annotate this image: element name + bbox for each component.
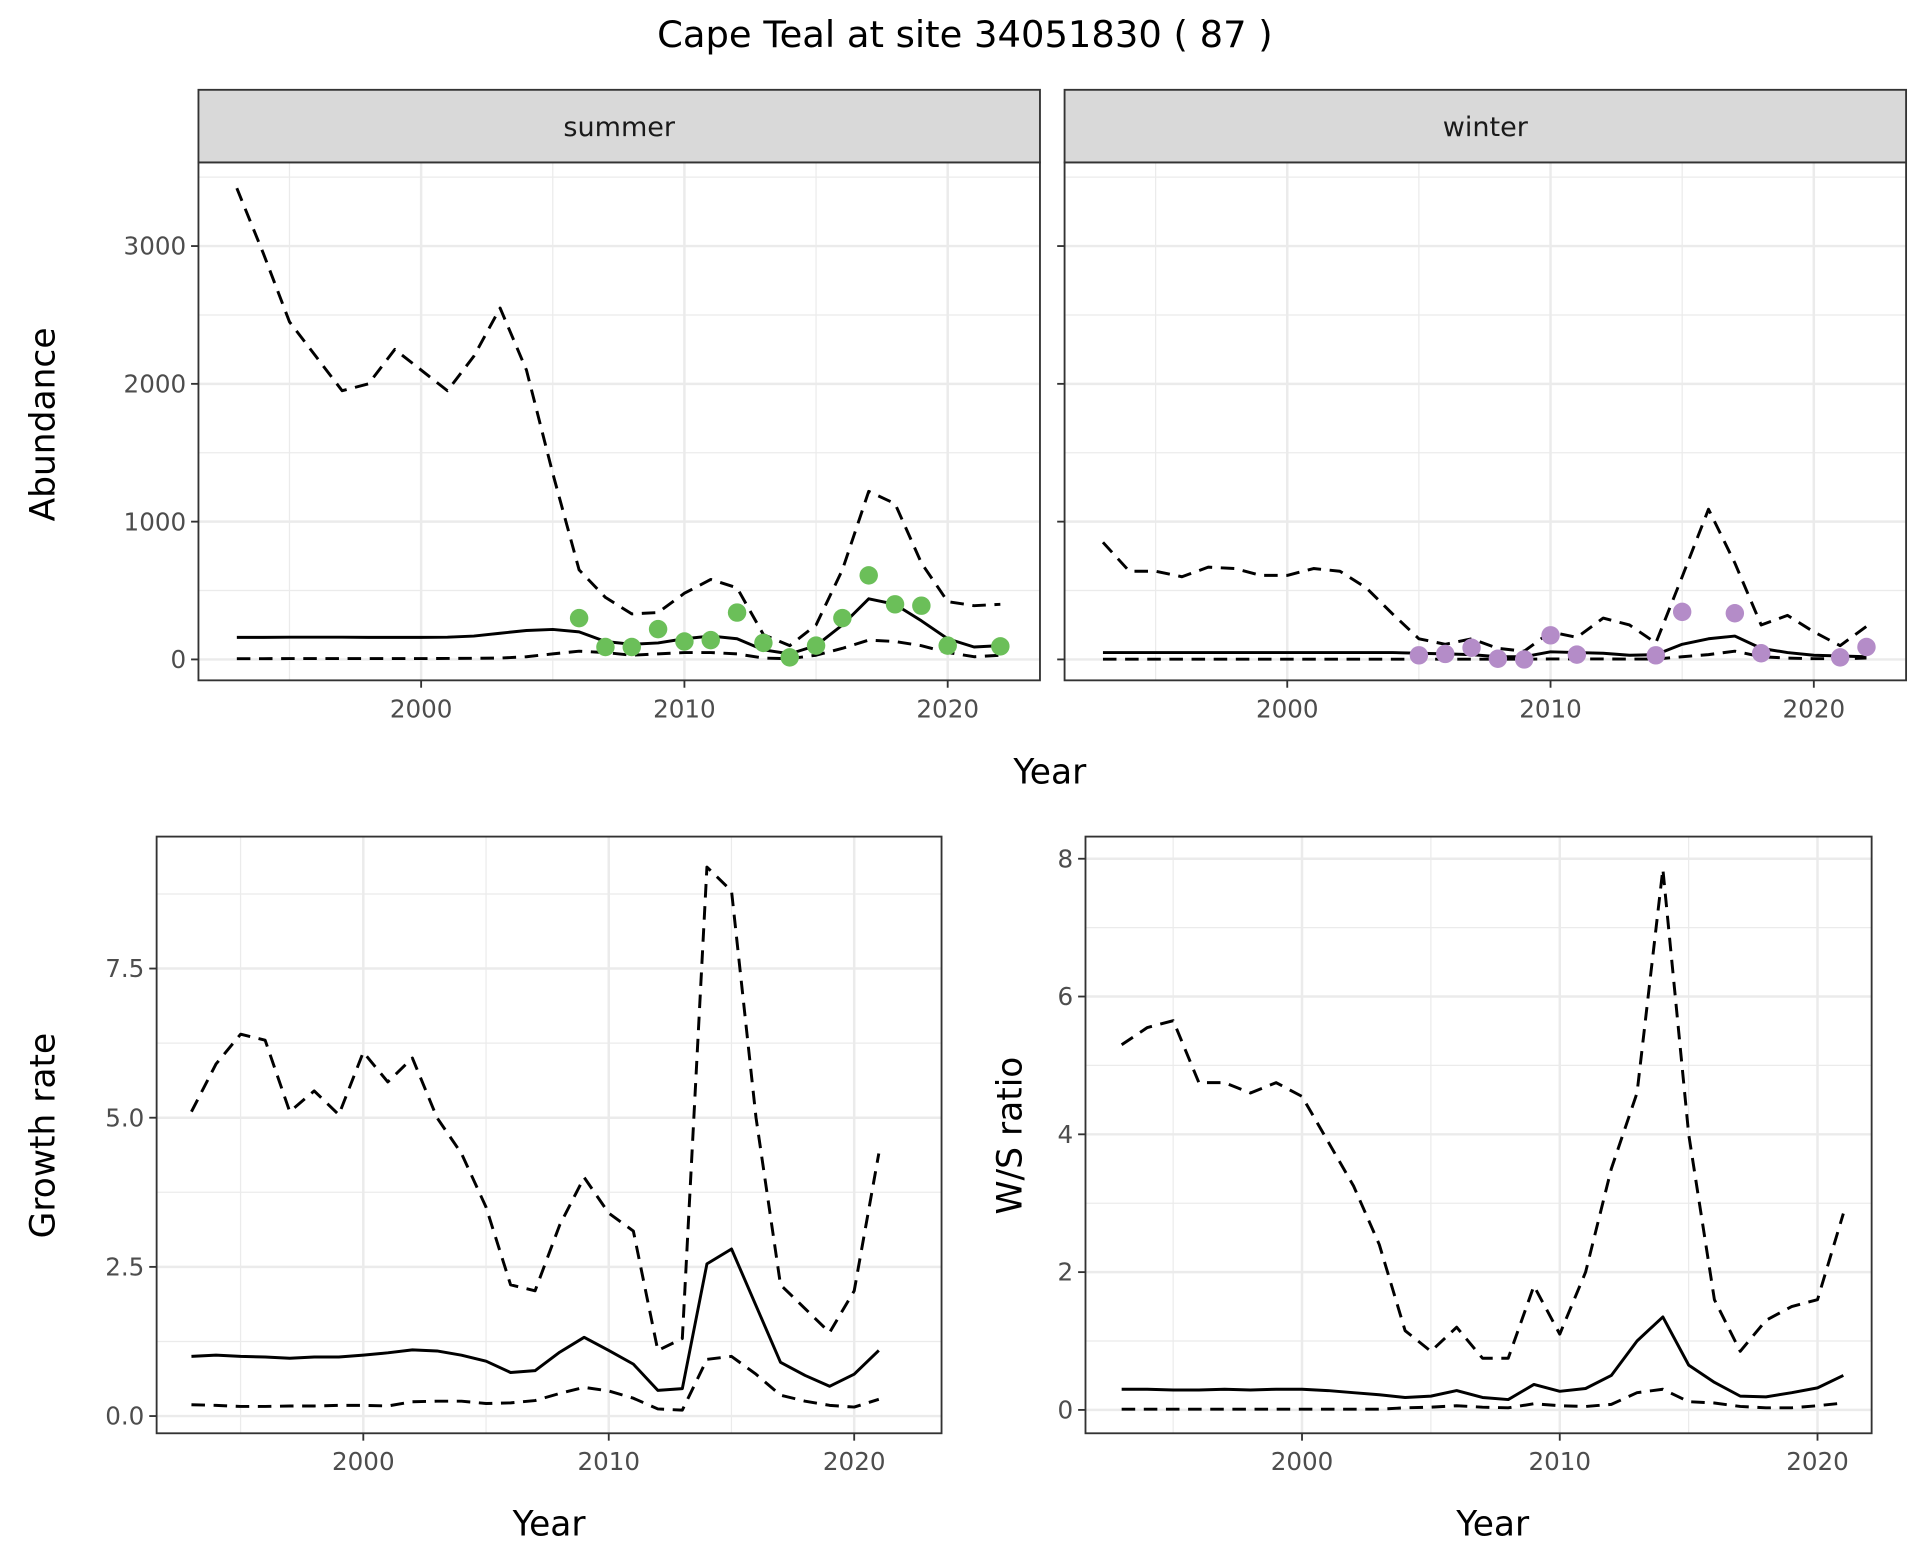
data-point [1409,646,1429,665]
y-tick-label: 3000 [124,232,187,261]
facet-strip [1063,88,1908,164]
summer-panel: summer 2000 2010 2020 0 1000 2000 3000 [124,88,1041,723]
data-point [859,566,878,585]
series-line-estimate [1121,1315,1844,1402]
x-tick-label: 2020 [916,694,979,723]
data-point [885,595,905,614]
series-line-estimate [191,1247,880,1392]
x-tick-label: 2000 [390,694,453,723]
growth-panel: 2000 2010 2020 0.0 2.5 5.0 7.5 [105,835,943,1476]
data-point [1541,626,1560,645]
y-tick-label: 0 [1058,1396,1074,1425]
data-point [1725,604,1745,623]
facet-strip-label: winter [1443,112,1529,143]
data-point [1751,644,1771,663]
series-line-upper [1120,867,1845,1360]
y-tick-label: 5.0 [105,1103,144,1132]
data-point [991,637,1010,656]
plot-background [198,162,1040,681]
data-point [1488,649,1508,668]
data-point [754,633,773,653]
series-line-upper [190,865,881,1352]
y-tick-label: 2.5 [105,1252,144,1281]
series-line-upper [235,187,1001,648]
ratio-x-axis-label: Year [1455,1504,1530,1544]
data-point [622,637,641,657]
y-tick-label: 1000 [124,507,187,536]
x-tick-label: 2000 [1256,694,1319,723]
data-point [727,603,747,622]
data-point [833,608,852,628]
data-point [1672,602,1692,622]
x-tick-label: 2000 [332,1447,395,1476]
data-point [1567,645,1587,664]
panel-border [155,835,943,1435]
x-tick-label: 2020 [1783,694,1846,723]
data-point [648,619,668,639]
data-point [1462,638,1481,657]
data-point [1646,646,1666,665]
data-point [938,636,957,655]
x-tick-label: 2010 [1519,694,1582,723]
x-tick-label: 2020 [823,1447,886,1476]
facet-strip [197,88,1041,164]
series-line-lower [236,638,1001,661]
data-point [912,596,931,615]
y-tick-label: 4 [1058,1120,1074,1149]
series-line-lower [1102,649,1867,661]
y-tick-label: 0 [170,645,186,674]
top-x-axis-label: Year [1012,753,1087,793]
panel-border [1084,835,1873,1435]
growth-x-axis-label: Year [512,1504,587,1544]
y-tick-label: 2000 [124,369,187,398]
x-tick-label: 2020 [1786,1447,1849,1476]
data-point [701,630,720,650]
ratio-y-axis-label: W/S ratio [991,1057,1031,1215]
data-point [780,648,799,667]
winter-panel: winter 2000 2010 2020 [1057,88,1908,723]
y-tick-label: 6 [1058,982,1074,1011]
data-point [1435,644,1455,664]
ratio-panel: 2000 2010 2020 0 2 4 6 8 [1058,835,1873,1476]
data-point [1830,648,1850,667]
plot-background [156,836,942,1434]
data-point [1514,650,1534,669]
x-tick-label: 2010 [577,1447,640,1476]
y-tick-label: 0.0 [105,1402,144,1431]
data-point [675,632,694,651]
y-tick-label: 2 [1058,1258,1074,1287]
plot-background [1064,162,1907,681]
series-line-lower [1121,1387,1844,1411]
x-tick-label: 2010 [653,694,716,723]
y-tick-label: 7.5 [105,954,144,983]
data-point [1857,637,1876,657]
series-line-estimate [236,597,1001,656]
growth-y-axis-label: Growth rate [24,1033,64,1239]
chart-title: Cape Teal at site 34051830 ( 87 ) [657,13,1273,56]
top-y-axis-label: Abundance [24,327,64,521]
facet-strip-label: summer [563,112,676,143]
series-line-upper [1101,507,1868,653]
series-line-estimate [1102,634,1867,659]
x-tick-label: 2000 [1271,1447,1334,1476]
y-tick-label: 8 [1058,844,1074,873]
data-point [569,608,589,628]
data-point [806,636,826,655]
x-tick-label: 2010 [1528,1447,1591,1476]
data-point [596,637,615,657]
series-line-lower [191,1354,880,1412]
